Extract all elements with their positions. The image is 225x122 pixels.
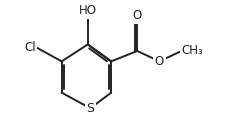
Text: S: S (86, 102, 94, 115)
Text: HO: HO (79, 4, 97, 17)
Text: Cl: Cl (24, 41, 36, 54)
Text: O: O (155, 55, 164, 68)
Text: CH₃: CH₃ (182, 44, 203, 57)
Text: O: O (133, 9, 142, 22)
